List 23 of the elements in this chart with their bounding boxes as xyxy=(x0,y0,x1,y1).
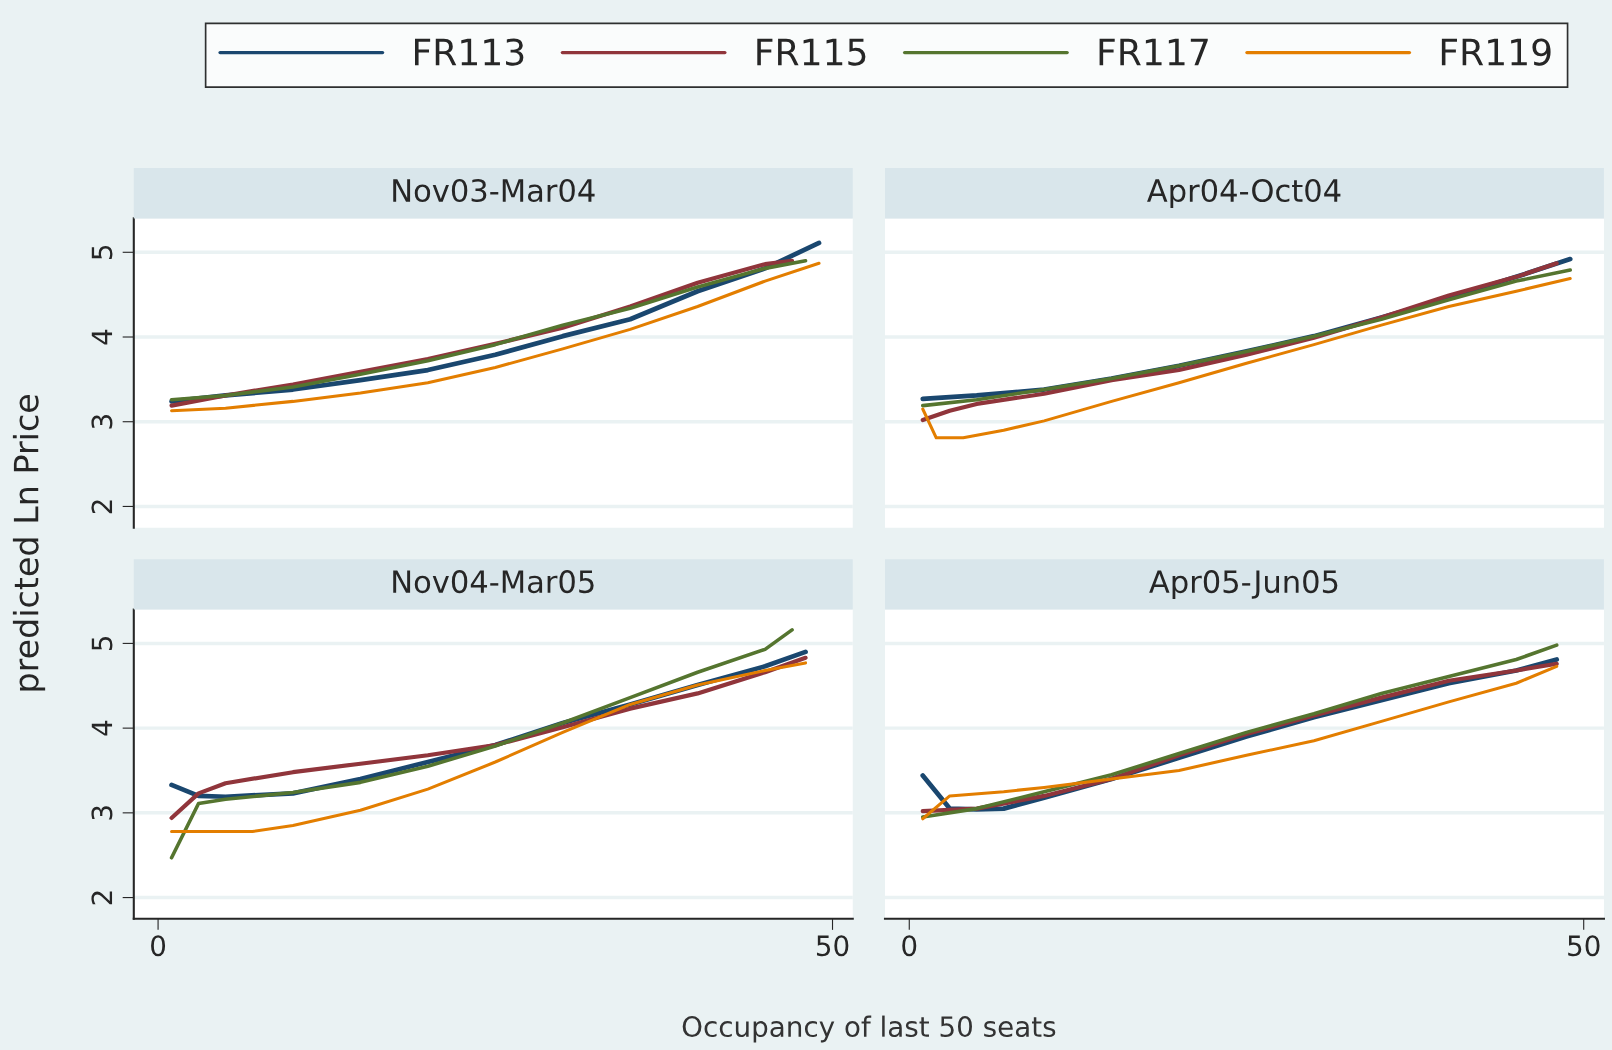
chart-title: Apr05-Jun05 xyxy=(1149,570,1338,600)
y-tick-label: 2 xyxy=(91,500,113,514)
chart-title: Nov04-Mar05 xyxy=(393,570,594,594)
x-tick-label: 50 xyxy=(1568,935,1600,957)
legend-label: FR119 xyxy=(1441,38,1551,66)
chart-title: Nov03-Mar04 xyxy=(393,178,595,203)
y-axis-title: predicted Ln Price xyxy=(12,395,46,691)
legend-label: FR117 xyxy=(1099,38,1208,66)
x-tick-label: 50 xyxy=(816,935,849,957)
legend-label: FR115 xyxy=(757,38,866,66)
chart-title: Apr04-Oct04 xyxy=(1147,178,1341,208)
x-axis-title: Occupancy of last 50 seats xyxy=(682,1015,1056,1043)
y-tick-label: 5 xyxy=(91,245,113,259)
y-tick-label: 4 xyxy=(91,720,113,736)
x-tick-label: 0 xyxy=(902,935,917,957)
y-tick-label: 5 xyxy=(91,637,113,651)
y-tick-label: 2 xyxy=(91,891,113,905)
line-series xyxy=(169,628,794,860)
legend-label: FR113 xyxy=(415,38,524,66)
y-tick-label: 3 xyxy=(91,806,113,820)
y-tick-label: 3 xyxy=(91,415,113,429)
y-tick-label: 4 xyxy=(91,329,113,345)
x-tick-label: 0 xyxy=(151,935,166,957)
